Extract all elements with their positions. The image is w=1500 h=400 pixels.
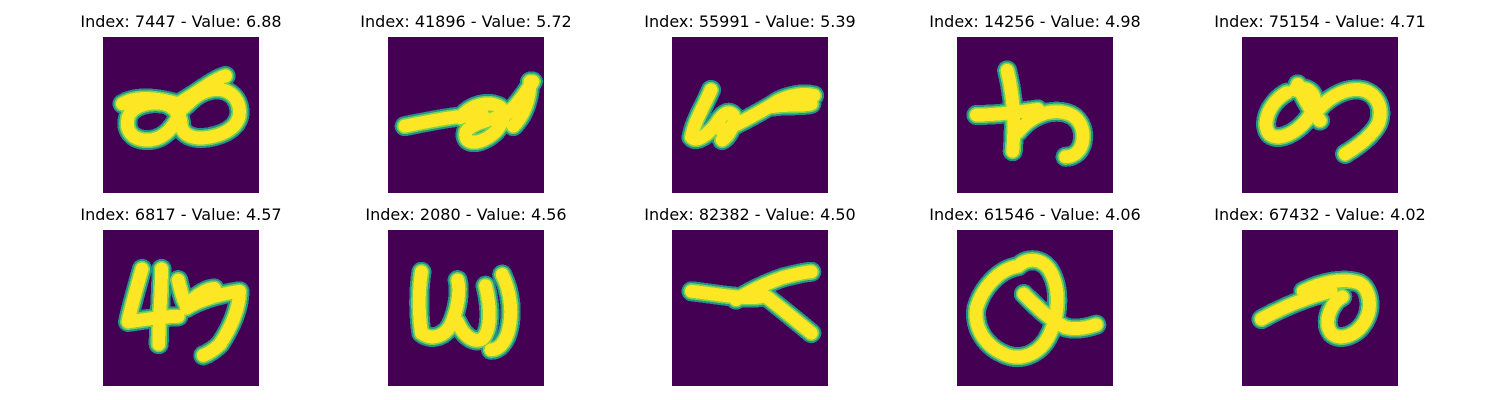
glyph-strokes bbox=[681, 261, 822, 344]
panel-title: Index: 2080 - Value: 4.56 bbox=[365, 205, 567, 224]
glyph-image bbox=[1242, 230, 1398, 386]
panel-title: Index: 14256 - Value: 4.98 bbox=[929, 12, 1141, 31]
glyph-strokes bbox=[118, 258, 250, 366]
glyph-image bbox=[388, 37, 544, 193]
glyph-image bbox=[672, 230, 828, 386]
glyph-strokes bbox=[681, 79, 825, 151]
glyph-image-panel bbox=[957, 230, 1113, 386]
glyph-image-panel bbox=[103, 37, 259, 193]
glyph-image bbox=[103, 37, 259, 193]
glyph-strokes bbox=[966, 60, 1094, 167]
panel-title: Index: 41896 - Value: 5.72 bbox=[360, 12, 572, 31]
glyph-image bbox=[957, 37, 1113, 193]
glyph-image-panel bbox=[672, 37, 828, 193]
panel-title: Index: 67432 - Value: 4.02 bbox=[1214, 205, 1426, 224]
panel-title: Index: 82382 - Value: 4.50 bbox=[644, 205, 856, 224]
glyph-image-panel bbox=[103, 230, 259, 386]
glyph-strokes bbox=[1256, 74, 1391, 165]
glyph-image-panel bbox=[1242, 230, 1398, 386]
panel-title: Index: 6817 - Value: 4.57 bbox=[80, 205, 282, 224]
panel-title: Index: 7447 - Value: 6.88 bbox=[80, 12, 282, 31]
glyph-image bbox=[957, 230, 1113, 386]
glyph-image bbox=[672, 37, 828, 193]
glyph-image bbox=[388, 230, 544, 386]
panel-title: Index: 61546 - Value: 4.06 bbox=[929, 205, 1141, 224]
glyph-image bbox=[1242, 37, 1398, 193]
panel-title: Index: 75154 - Value: 4.71 bbox=[1214, 12, 1426, 31]
glyph-strokes bbox=[409, 261, 521, 360]
glyph-image-panel bbox=[1242, 37, 1398, 193]
glyph-image-panel bbox=[672, 230, 828, 386]
glyph-image bbox=[103, 230, 259, 386]
glyph-strokes bbox=[966, 250, 1107, 368]
glyph-image-panel bbox=[388, 37, 544, 193]
glyph-strokes bbox=[394, 71, 543, 153]
panel-title: Index: 55991 - Value: 5.39 bbox=[644, 12, 856, 31]
glyph-image-panel bbox=[388, 230, 544, 386]
glyph-strokes bbox=[1251, 270, 1380, 347]
glyph-image-panel bbox=[957, 37, 1113, 193]
glyph-strokes bbox=[112, 65, 250, 151]
